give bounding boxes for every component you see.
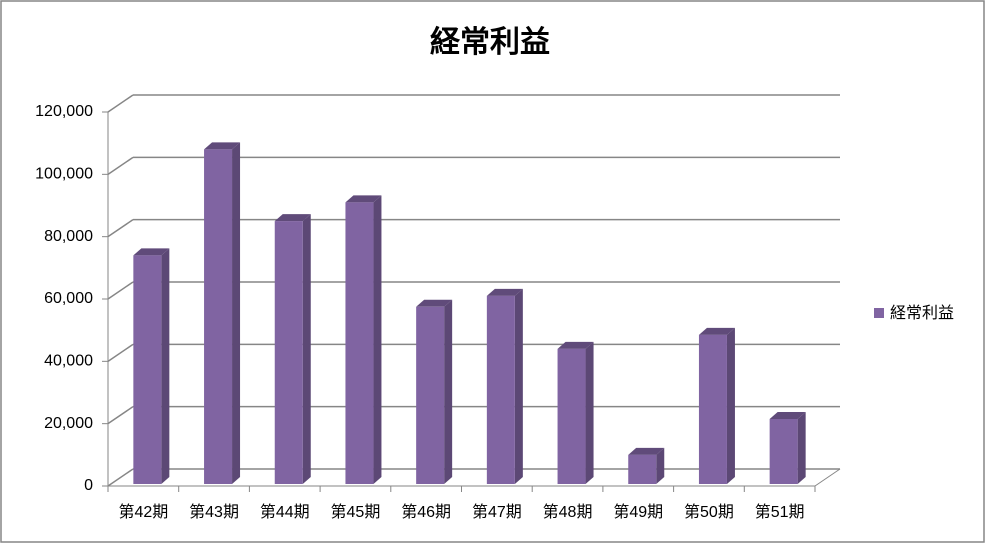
x-tick-label: 第48期 xyxy=(543,503,593,521)
x-tick-label: 第43期 xyxy=(189,503,239,521)
bar-top xyxy=(133,248,170,256)
bar-top xyxy=(274,214,311,222)
y-tick-label: 60,000 xyxy=(44,290,93,307)
y-tick-label: 40,000 xyxy=(44,353,93,370)
grid-line-side xyxy=(107,281,134,300)
grid-line-side xyxy=(107,343,134,362)
bar-side xyxy=(656,447,665,484)
legend-swatch xyxy=(874,308,884,318)
x-tick-label: 第45期 xyxy=(331,503,381,521)
bar-side xyxy=(373,195,382,484)
y-tick-label: 0 xyxy=(84,477,93,494)
bar-side xyxy=(302,214,311,485)
grid-line-side xyxy=(107,219,134,238)
legend-label: 経常利益 xyxy=(890,304,954,322)
bar-side xyxy=(232,142,241,484)
x-tick-label: 第44期 xyxy=(260,503,310,521)
bar-top xyxy=(416,299,453,307)
bar-side xyxy=(161,248,170,484)
bar xyxy=(274,221,303,485)
bar-side xyxy=(797,411,806,484)
bar-top xyxy=(204,142,241,150)
x-tick-label: 第50期 xyxy=(684,503,734,521)
bar-top xyxy=(769,411,806,419)
bar-side xyxy=(726,327,735,484)
x-tick-label: 第49期 xyxy=(613,503,663,521)
bar xyxy=(345,202,374,484)
floor-edge xyxy=(814,468,841,487)
bar-top xyxy=(698,327,735,335)
chart-title: 経常利益 xyxy=(430,25,550,59)
bar-side xyxy=(585,341,594,484)
bar-top xyxy=(345,195,382,203)
bar-top xyxy=(628,447,665,455)
bar-side xyxy=(514,288,523,484)
bar xyxy=(698,334,727,484)
x-tick-label: 第46期 xyxy=(401,503,451,521)
y-tick-label: 120,000 xyxy=(35,103,93,120)
bar xyxy=(416,306,445,484)
grid-line-side xyxy=(107,156,134,175)
bar-side xyxy=(444,299,453,484)
bar xyxy=(557,348,586,484)
y-tick-label: 20,000 xyxy=(44,415,93,432)
y-tick-label: 100,000 xyxy=(35,166,93,183)
x-tick-label: 第42期 xyxy=(118,503,168,521)
bar xyxy=(204,149,233,484)
grid-line-side xyxy=(107,468,134,487)
bar-top xyxy=(557,341,594,349)
grid-line-side xyxy=(107,406,134,425)
bar-top xyxy=(486,288,523,296)
bar xyxy=(133,255,162,484)
bar xyxy=(486,295,515,484)
x-tick-label: 第51期 xyxy=(755,503,805,521)
grid-line-side xyxy=(107,94,134,113)
bar xyxy=(769,418,798,484)
bar xyxy=(628,454,657,484)
x-tick-label: 第47期 xyxy=(472,503,522,521)
y-tick-label: 80,000 xyxy=(44,228,93,245)
